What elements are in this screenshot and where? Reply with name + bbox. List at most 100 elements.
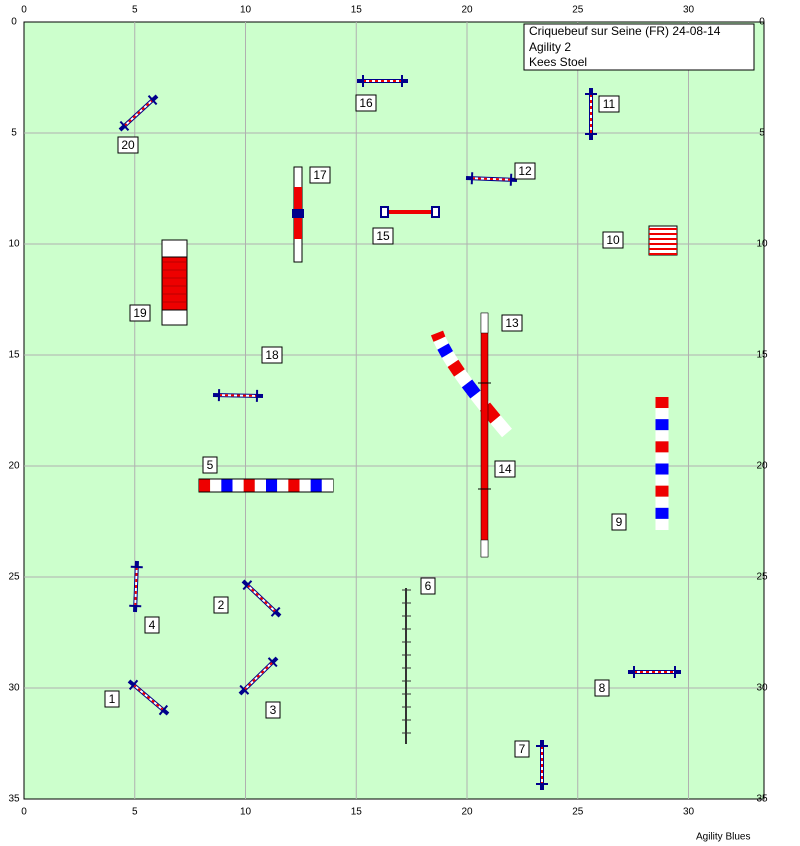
x-tick-label: 15 [351,807,363,818]
jump-post [147,94,158,106]
obstacle-label: 7 [519,742,526,756]
bar-end [431,206,440,218]
y-tick-label: 0 [11,17,17,28]
obstacle-label-box [611,513,627,531]
jump-post [267,657,278,668]
x-tick-label: 0 [21,807,27,818]
x-tick-label: 0 [21,5,27,16]
field [23,21,765,800]
obstacle-label-box [202,456,218,474]
wall-mark [292,209,304,218]
y-tick-label: 15 [8,350,20,361]
jump-post [128,679,139,691]
obstacle-label: 20 [121,138,135,152]
jump-bar [246,584,277,613]
x-tick-label: 10 [240,807,252,818]
y-tick-label: 35 [756,794,768,805]
x-tick-label: 15 [351,5,363,16]
obstacle-label: 18 [265,348,279,362]
obstacle-label: 5 [207,458,214,472]
tunnel-segment [490,415,512,438]
dogwalk-end [480,539,489,558]
tunnel-segment [454,369,473,388]
obstacle-label-box [309,166,331,184]
obstacle-label-box [598,95,620,113]
y-tick-label: 15 [756,350,768,361]
jump-post [239,684,250,695]
jump-bar [218,394,258,397]
jump-post [270,606,281,617]
jump-bar [132,684,165,711]
obstacle-label: 10 [606,233,620,247]
obstacle-label: 14 [498,462,512,476]
y-tick-label: 10 [756,239,768,250]
obstacle-label-box [372,227,394,245]
tunnel-segment [437,343,454,358]
obstacle-label: 19 [133,306,147,320]
obstacle-label-box [104,690,120,708]
jump-bar [134,566,138,607]
x-tick-label: 5 [132,807,138,818]
y-tick-label: 5 [759,128,765,139]
y-tick-label: 30 [8,683,20,694]
x-tick-label: 30 [683,807,695,818]
a-frame-end [161,309,188,326]
obstacle-label: 13 [505,316,519,330]
y-tick-label: 25 [8,572,20,583]
footer: Agility Blues [696,832,750,843]
obstacle-label-box [129,304,151,322]
y-tick-label: 25 [756,572,768,583]
obstacle-label: 1 [109,692,116,706]
x-tick-label: 10 [240,5,252,16]
obstacle-label: 9 [616,515,623,529]
tunnel-segment [461,379,481,399]
obstacle-label: 8 [599,681,606,695]
x-tick-label: 5 [132,5,138,16]
obstacle-label-box [514,162,536,180]
y-tick-label: 20 [8,461,20,472]
obstacle-label-box [261,346,283,364]
obstacle-label-box [494,460,516,478]
header-box [523,23,755,71]
obstacle-label-box [117,136,139,154]
tunnel-segment [433,336,449,350]
obstacle-label: 16 [359,96,373,110]
jump-bar [471,177,512,181]
dogwalk-end [480,312,489,334]
tunnel-segment [447,359,465,377]
obstacle-label-box [420,577,436,595]
obstacle-label: 17 [313,168,327,182]
x-tick-label: 20 [461,5,473,16]
weave [648,225,678,256]
obstacle-label-box [355,94,377,112]
obstacle-label: 6 [425,579,432,593]
y-tick-label: 30 [756,683,768,694]
obstacle-label-box [594,679,610,697]
y-tick-label: 35 [8,794,20,805]
jump-bar [243,661,274,691]
bar-end [380,206,389,218]
obstacle-label-box [602,231,624,249]
obstacle-label: 4 [149,618,156,632]
obstacle-label-box [213,596,229,614]
obstacle-label: 2 [218,598,225,612]
y-tick-label: 0 [759,17,765,28]
jump-bar [123,99,154,127]
y-tick-label: 5 [11,128,17,139]
obstacle-label: 3 [270,703,277,717]
tunnel-segment [430,330,446,342]
x-tick-label: 25 [572,807,584,818]
dogwalk [480,312,489,558]
obstacle-label-box [514,740,530,758]
a-frame-end [161,239,188,258]
obstacle-label: 11 [603,97,616,111]
header-line: Agility 2 [529,40,571,54]
jump-post [119,120,130,132]
obstacle-label-box [144,616,160,634]
y-tick-label: 10 [8,239,20,250]
header-line: Kees Stoel [529,55,587,69]
jump-post [158,704,169,716]
tunnel-segment [441,351,459,367]
